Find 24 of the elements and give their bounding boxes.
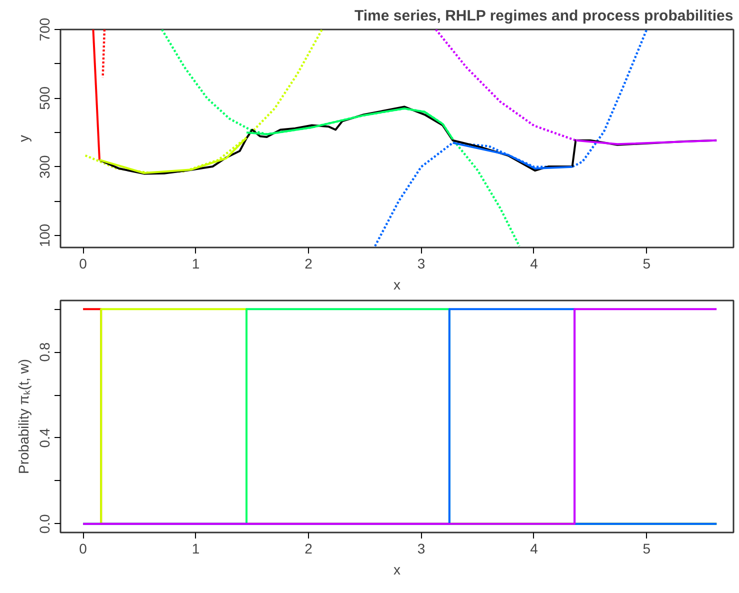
x-tick-label: 1 bbox=[192, 256, 200, 272]
x-tick-label: 3 bbox=[417, 256, 426, 272]
y-tick-label: 100 bbox=[36, 224, 52, 248]
x-tick-label: 3 bbox=[417, 540, 426, 556]
y-tick-label: 300 bbox=[36, 154, 52, 178]
x-tick-label: 4 bbox=[530, 256, 538, 272]
x-tick-label: 1 bbox=[192, 540, 200, 556]
x-tick-label: 2 bbox=[304, 540, 313, 556]
y-axis-title: Probability πₖ(t, w) bbox=[16, 358, 32, 474]
x-tick-label: 0 bbox=[79, 256, 88, 272]
y-axis-title: y bbox=[16, 135, 32, 142]
x-tick-label: 4 bbox=[530, 540, 538, 556]
y-tick-label: 700 bbox=[36, 18, 52, 42]
y-tick-label: 0.4 bbox=[36, 428, 52, 448]
x-tick-label: 2 bbox=[304, 256, 313, 272]
x-axis-title: x bbox=[394, 276, 400, 292]
y-tick-label: 0.8 bbox=[36, 342, 52, 362]
chart-title: Time series, RHLP regimes and process probabilities bbox=[354, 8, 734, 24]
x-axis-title: x bbox=[394, 562, 400, 578]
x-tick-label: 5 bbox=[642, 540, 651, 556]
y-tick-label: 500 bbox=[36, 86, 52, 110]
y-tick-label: 0.0 bbox=[36, 514, 52, 534]
x-tick-label: 0 bbox=[79, 540, 88, 556]
x-tick-label: 5 bbox=[642, 256, 651, 272]
